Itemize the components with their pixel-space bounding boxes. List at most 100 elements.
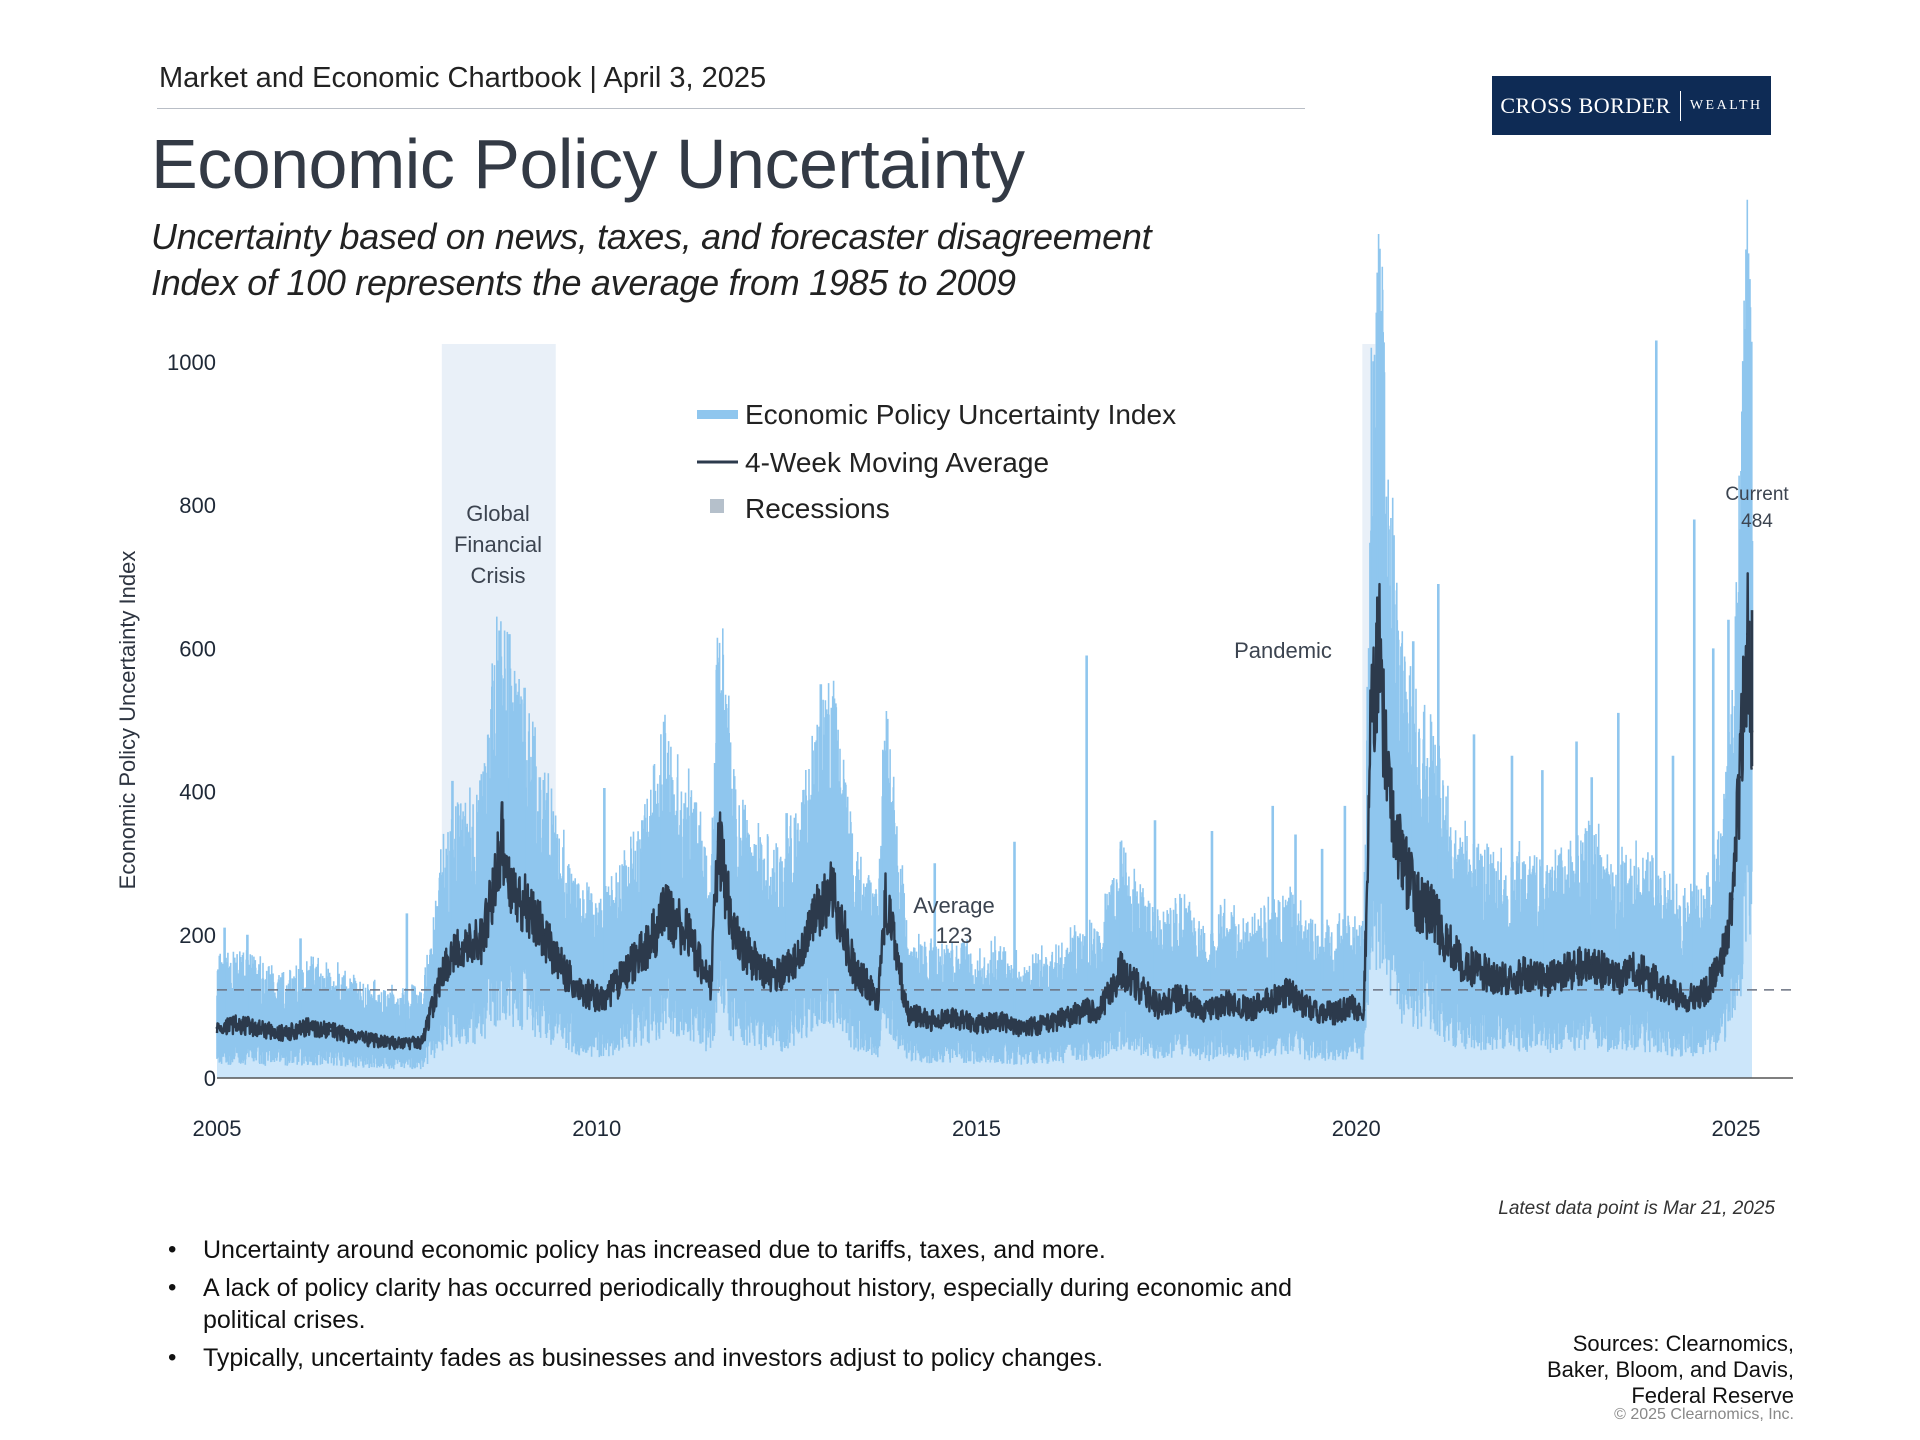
moving-average-point (375, 1039, 378, 1043)
moving-average-point (1415, 897, 1419, 901)
moving-average-point (1085, 1008, 1089, 1012)
latest-data-note: Latest data point is Mar 21, 2025 (1498, 1198, 1775, 1219)
moving-average-point (853, 969, 857, 972)
moving-average-point (1347, 1005, 1351, 1008)
source-line: Baker, Bloom, and Davis, (1546, 1357, 1794, 1382)
moving-average-point (883, 897, 887, 901)
y-tick-label: 200 (179, 923, 216, 948)
moving-average-point (754, 962, 758, 965)
index-spikes (223, 340, 1754, 1044)
moving-average-point (1400, 861, 1404, 865)
moving-average-point (1134, 983, 1138, 987)
moving-average-point (1286, 990, 1290, 994)
moving-average-point (815, 911, 819, 915)
chart-legend: Economic Policy Uncertainty Index 4-Week … (697, 399, 1176, 524)
moving-average-point (1453, 954, 1457, 958)
moving-average-point (443, 962, 447, 965)
moving-average-point (602, 997, 606, 1001)
moving-average-point (511, 890, 515, 894)
x-tick-label: 2010 (572, 1116, 621, 1141)
legend-label-recessions: Recessions (745, 493, 890, 524)
logo-divider (1679, 90, 1681, 121)
copyright: © 2025 Clearnomics, Inc. (1614, 1406, 1794, 1423)
subtitle-line-2: Index of 100 represents the average from… (151, 262, 1016, 303)
annotations: Global Financial Crisis Pandemic Average… (454, 484, 1789, 948)
moving-average-point (876, 997, 880, 1001)
moving-average-point (458, 947, 462, 951)
moving-average-point (527, 904, 530, 908)
x-tick-label: 2005 (193, 1116, 242, 1141)
moving-average-point (1746, 632, 1749, 636)
gfc-label-line-3: Crisis (471, 563, 526, 588)
moving-average-point (500, 840, 504, 844)
moving-average-point (1096, 1012, 1100, 1015)
moving-average-point (1066, 1015, 1070, 1019)
subtitle-line-1: Uncertainty based on news, taxes, and fo… (151, 216, 1152, 257)
moving-average-point (709, 983, 713, 987)
moving-average-point (1020, 1026, 1024, 1030)
y-tick-label: 0 (204, 1066, 216, 1091)
moving-average-point (1730, 897, 1734, 901)
pandemic-label: Pandemic (1234, 638, 1332, 663)
moving-average-point (1521, 972, 1525, 976)
header-divider (157, 108, 1305, 109)
y-tick-label: 1000 (167, 350, 216, 375)
moving-average-point (1043, 1022, 1047, 1026)
moving-average-point (215, 1026, 219, 1030)
moving-average-point (329, 1029, 333, 1033)
moving-average-point (580, 990, 583, 994)
moving-average-point (1567, 969, 1571, 972)
moving-average-point (1377, 647, 1381, 650)
bullet-item: A lack of policy clarity has occurred pe… (168, 1272, 1368, 1336)
moving-average-point (1719, 962, 1723, 965)
moving-average-point (686, 933, 690, 937)
moving-average-point (1635, 969, 1639, 972)
source-line: Federal Reserve (1631, 1383, 1794, 1408)
source-line: Sources: Clearnomics, (1572, 1331, 1794, 1356)
moving-average-point (1202, 1012, 1206, 1015)
moving-average-point (397, 1042, 401, 1046)
moving-average-point (283, 1032, 287, 1036)
moving-average-point (1225, 1001, 1229, 1005)
moving-average-point (997, 1019, 1001, 1023)
moving-average-series (215, 572, 1754, 1051)
moving-average-point (238, 1022, 242, 1026)
bullet-item: Typically, uncertainty fades as business… (168, 1342, 1368, 1374)
moving-average-point (557, 962, 561, 965)
moving-average-point (1309, 1008, 1313, 1012)
moving-average-point (481, 940, 485, 944)
moving-average-point (1385, 768, 1389, 772)
moving-average-point (542, 933, 545, 937)
moving-average-point (1658, 983, 1662, 987)
x-tick-label: 2025 (1712, 1116, 1761, 1141)
moving-average-point (800, 947, 804, 951)
moving-average-point (1681, 997, 1685, 1001)
current-value-label: 484 (1741, 511, 1773, 532)
moving-average-point (1370, 704, 1373, 708)
moving-average-point (352, 1035, 356, 1038)
moving-average-point (716, 840, 720, 844)
moving-average-point (1544, 979, 1548, 983)
moving-average-point (830, 890, 834, 894)
moving-average-point (975, 1022, 978, 1026)
y-tick-label: 600 (179, 636, 216, 661)
moving-average-point (1704, 990, 1708, 994)
moving-average-point (1248, 1008, 1252, 1012)
moving-average-point (1271, 997, 1275, 1001)
moving-average-point (732, 933, 735, 937)
moving-average-point (261, 1027, 264, 1031)
moving-average-point (1476, 969, 1480, 972)
legend-swatch-recessions (710, 499, 724, 513)
gfc-label-line-2: Financial (454, 532, 542, 557)
moving-average-point (1499, 976, 1502, 980)
average-value-label: 123 (936, 923, 973, 948)
moving-average-point (1180, 994, 1183, 998)
legend-label-moving-average: 4-Week Moving Average (745, 447, 1049, 478)
moving-average-point (420, 1040, 424, 1044)
moving-average-point (906, 1012, 910, 1015)
moving-average-point (1362, 1008, 1366, 1012)
moving-average-point (1613, 976, 1616, 980)
y-tick-label: 800 (179, 493, 216, 518)
sources: Sources: Clearnomics, Baker, Bloom, and … (1474, 1331, 1794, 1409)
